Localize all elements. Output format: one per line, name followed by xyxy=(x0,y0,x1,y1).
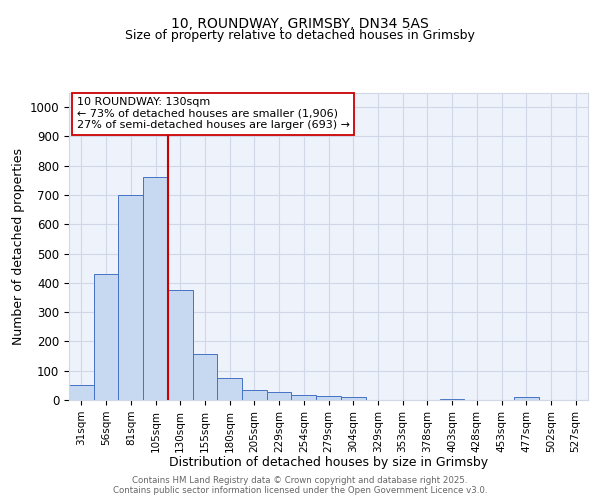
Y-axis label: Number of detached properties: Number of detached properties xyxy=(13,148,25,345)
Text: 10 ROUNDWAY: 130sqm
← 73% of detached houses are smaller (1,906)
27% of semi-det: 10 ROUNDWAY: 130sqm ← 73% of detached ho… xyxy=(77,97,350,130)
Bar xyxy=(118,195,143,400)
X-axis label: Distribution of detached houses by size in Grimsby: Distribution of detached houses by size … xyxy=(169,456,488,469)
Bar xyxy=(217,378,242,400)
Bar xyxy=(292,395,316,400)
Text: Size of property relative to detached houses in Grimsby: Size of property relative to detached ho… xyxy=(125,30,475,43)
Text: Contains HM Land Registry data © Crown copyright and database right 2025.
Contai: Contains HM Land Registry data © Crown c… xyxy=(113,476,487,495)
Bar xyxy=(242,390,267,400)
Bar xyxy=(341,397,365,400)
Bar xyxy=(514,397,539,400)
Bar xyxy=(143,178,168,400)
Bar xyxy=(440,398,464,400)
Bar xyxy=(69,386,94,400)
Bar xyxy=(193,354,217,400)
Bar xyxy=(316,396,341,400)
Bar xyxy=(94,274,118,400)
Bar xyxy=(168,290,193,400)
Text: 10, ROUNDWAY, GRIMSBY, DN34 5AS: 10, ROUNDWAY, GRIMSBY, DN34 5AS xyxy=(171,17,429,31)
Bar xyxy=(267,392,292,400)
